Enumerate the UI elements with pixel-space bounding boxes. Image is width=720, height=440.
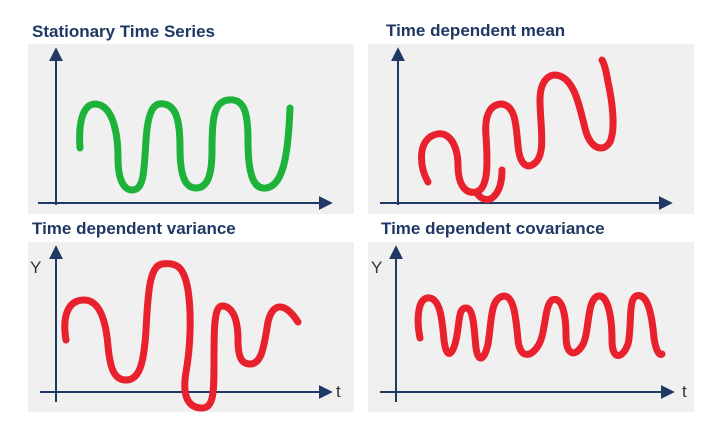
panel-covariance-bg: [368, 242, 694, 412]
covariance-x-label: t: [682, 382, 687, 401]
panel-mean-bg: [368, 44, 694, 214]
panel-title-covariance: Time dependent covariance: [381, 219, 605, 238]
variance-curve: [61, 260, 302, 412]
covariance-curve: [414, 292, 666, 362]
variance-y-label: Y: [30, 258, 42, 277]
panel-title-variance: Time dependent variance: [32, 219, 236, 238]
mean-curve-tail: [472, 166, 506, 204]
stationary-curve: [76, 96, 294, 194]
variance-x-label: t: [336, 382, 341, 401]
panel-title-stationary: Stationary Time Series: [32, 22, 215, 41]
panel-title-mean: Time dependent mean: [386, 21, 566, 40]
mean-curve: [418, 56, 617, 196]
covariance-y-label: Y: [371, 258, 383, 277]
